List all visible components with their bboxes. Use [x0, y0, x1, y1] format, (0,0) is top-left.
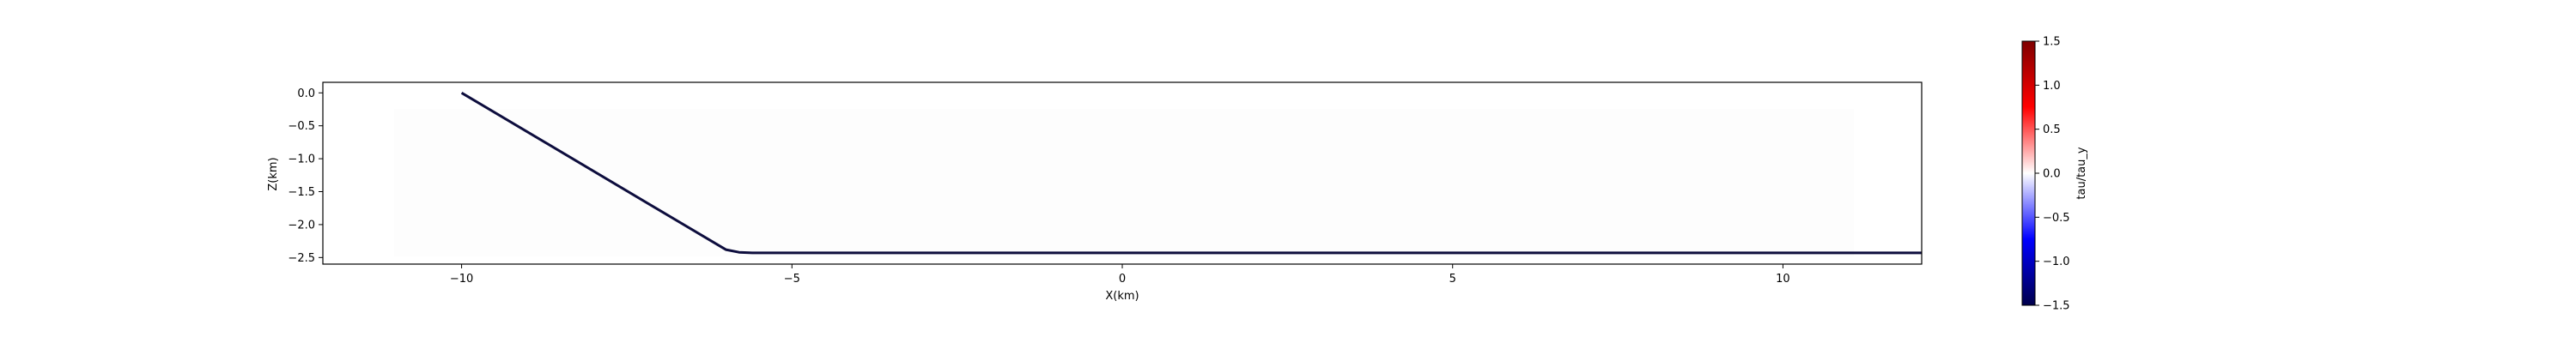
y-tick-label: −1.5: [288, 186, 315, 199]
y-tick-label: −1.0: [288, 153, 315, 166]
x-axis-label: X(km): [1105, 290, 1139, 303]
x-tick-label: −10: [450, 273, 473, 286]
y-tick-label: 0.0: [297, 87, 315, 100]
colorbar-label: tau/tau_y: [2075, 147, 2088, 199]
y-tick-label: −2.5: [288, 252, 315, 265]
x-tick-label: 0: [1119, 273, 1126, 286]
x-tick-label: −5: [784, 273, 800, 286]
colorbar: 1.5 1.0 0.5 0.0 −0.5 −1.0 −1.5 tau/tau_y: [2021, 36, 2088, 313]
colorbar-tick-label: 0.0: [2043, 168, 2061, 181]
colorbar-tick-label: −1.0: [2043, 256, 2070, 268]
plot-area: −10 −5 0 5 10 0.0−0.5−1.0−1.5−2.0−2.5 X(km) …: [267, 81, 1923, 303]
colorbar-tick-label: 0.5: [2043, 123, 2061, 136]
x-tick-label: 10: [1776, 273, 1790, 286]
colorbar-tick-label: −1.5: [2043, 300, 2070, 313]
colorbar-tick-label: −0.5: [2043, 212, 2070, 225]
y-tick-label: −2.0: [288, 219, 315, 232]
colorbar-gradient: [2022, 41, 2035, 305]
y-tick-label: −0.5: [288, 120, 315, 133]
colorbar-tick-label: 1.0: [2043, 80, 2061, 93]
y-axis-ticks: 0.0 −0.5 −1.0 −1.5 −2.0 −2.5: [288, 87, 323, 265]
colorbar-ticks: 1.5 1.0 0.5 0.0 −0.5 −1.0 −1.5: [2035, 36, 2070, 313]
colorbar-tick-label: 1.5: [2043, 36, 2061, 49]
data-field-shading: [394, 109, 1854, 256]
series-layer: [460, 92, 1922, 255]
x-tick-label: 5: [1449, 273, 1456, 286]
x-axis-ticks: −10 −5 0 5 10: [450, 264, 1790, 286]
y-axis-label: Z(km): [267, 157, 280, 190]
series-line-0: [460, 92, 1922, 255]
